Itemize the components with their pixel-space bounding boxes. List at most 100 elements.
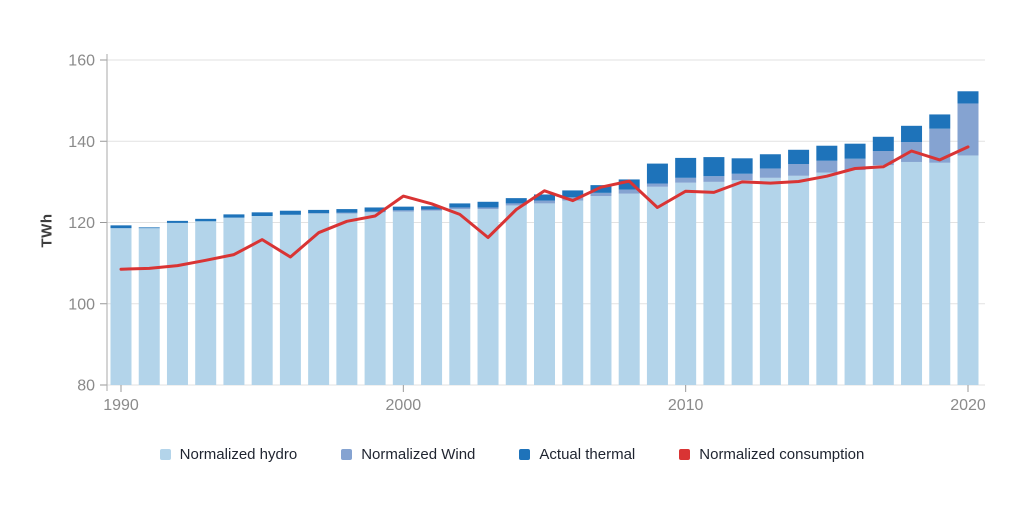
bar-segment-2006 <box>562 190 584 198</box>
bar-segment-2001 <box>421 206 443 210</box>
legend-label: Normalized hydro <box>179 446 298 463</box>
legend-item-actual-thermal[interactable]: Actual thermal <box>519 446 635 463</box>
bar-segment-2007 <box>590 185 612 193</box>
bar-segment-2015 <box>816 145 838 161</box>
bar-segment-1991 <box>138 228 160 385</box>
bar-segment-2015 <box>816 160 838 173</box>
consumption-swatch-icon <box>679 449 691 460</box>
y-axis-title: TWh <box>38 213 56 248</box>
legend-item-normalized-consumption[interactable]: Normalized consumption <box>679 446 864 463</box>
bar-segment-2011 <box>703 157 725 177</box>
y-tick-label: 140 <box>68 134 95 151</box>
hydro-swatch-icon <box>159 449 171 460</box>
bar-segment-2000 <box>392 211 414 385</box>
bar-segment-2003 <box>477 201 499 208</box>
x-tick-label: 2010 <box>668 397 704 414</box>
bar-segment-2006 <box>562 200 584 385</box>
bar-segment-2016 <box>844 143 866 159</box>
bar-segment-1996 <box>279 214 301 385</box>
legend-item-normalized-wind[interactable]: Normalized Wind <box>341 446 475 463</box>
legend-label: Normalized consumption <box>699 446 865 463</box>
bar-segment-2000 <box>392 210 414 212</box>
bar-segment-1991 <box>138 227 160 229</box>
bar-segment-2001 <box>421 210 443 385</box>
bar-segment-2002 <box>449 203 471 208</box>
bar-segment-2002 <box>449 207 471 210</box>
bar-segment-2018 <box>901 161 923 385</box>
y-tick-label: 100 <box>68 296 95 313</box>
bar-segment-2017 <box>872 165 894 385</box>
bar-segment-2005 <box>534 200 555 204</box>
bar-segment-2005 <box>534 194 555 201</box>
bar-segment-1990 <box>110 225 132 229</box>
bar-segment-2007 <box>590 192 612 197</box>
bar-segment-1998 <box>336 212 358 214</box>
legend-label: Actual thermal <box>539 446 636 463</box>
bar-segment-2012 <box>731 158 753 174</box>
bar-segment-2013 <box>759 168 781 178</box>
bar-segment-1997 <box>308 213 330 385</box>
bar-segment-2012 <box>731 180 753 385</box>
x-tick-label: 2020 <box>950 397 986 414</box>
bar-segment-2009 <box>646 183 668 187</box>
bar-segment-1995 <box>251 216 273 385</box>
bar-segment-2002 <box>449 209 471 385</box>
legend-label: Normalized Wind <box>361 446 476 463</box>
bar-segment-2017 <box>872 151 894 166</box>
bar-segment-2009 <box>646 163 668 184</box>
bar-segment-2004 <box>505 205 527 385</box>
bar-segment-1995 <box>251 212 273 216</box>
bar-segment-2014 <box>788 149 810 164</box>
bar-segment-2010 <box>675 157 697 178</box>
bar-segment-2013 <box>759 177 781 385</box>
bar-segment-2005 <box>534 203 555 385</box>
y-tick-label: 160 <box>68 53 95 70</box>
bar-segment-2020 <box>957 155 979 385</box>
bar-segment-1998 <box>336 209 358 213</box>
x-tick-label: 1990 <box>103 397 139 414</box>
bar-segment-2017 <box>872 136 894 151</box>
bar-segment-2004 <box>505 203 527 206</box>
bar-segment-2014 <box>788 164 810 176</box>
bar-segment-1994 <box>223 214 245 218</box>
legend-item-normalized-hydro[interactable]: Normalized hydro <box>159 446 298 463</box>
bar-segment-1993 <box>195 218 217 222</box>
bar-segment-2016 <box>844 158 866 171</box>
bar-segment-2016 <box>844 170 866 385</box>
bar-segment-2008 <box>618 179 640 190</box>
bar-segment-2001 <box>421 209 443 211</box>
bar-segment-2020 <box>957 91 979 104</box>
bar-segment-2019 <box>929 162 951 385</box>
bar-segment-1999 <box>364 207 386 212</box>
bar-segment-1999 <box>364 211 386 213</box>
consumption-line <box>119 145 970 271</box>
bar-segment-2003 <box>477 207 499 210</box>
y-tick-label: 120 <box>68 215 95 232</box>
bar-segment-2013 <box>759 154 781 169</box>
bar-segment-2019 <box>929 128 951 163</box>
wind-swatch-icon <box>341 449 353 460</box>
bar-segment-2011 <box>703 176 725 182</box>
bar-segment-2012 <box>731 173 753 181</box>
bar-segment-1992 <box>166 222 188 385</box>
chart-legend: Normalized hydro Normalized Wind Actual … <box>0 446 1024 463</box>
bar-segment-2003 <box>477 209 499 385</box>
y-tick-label: 80 <box>77 378 95 395</box>
bar-segment-2015 <box>816 172 838 385</box>
bar-segment-2007 <box>590 196 612 385</box>
bar-segment-2020 <box>957 103 979 156</box>
bar-segment-2010 <box>675 182 697 385</box>
bar-segment-2014 <box>788 175 810 385</box>
thermal-swatch-icon <box>519 449 531 460</box>
bar-segment-2018 <box>901 125 923 143</box>
bar-segment-1992 <box>166 220 188 223</box>
bar-segment-2011 <box>703 181 725 385</box>
bar-segment-2008 <box>618 193 640 385</box>
bar-segment-2009 <box>646 186 668 385</box>
bar-segment-1997 <box>308 213 330 214</box>
bar-segment-2000 <box>392 206 414 211</box>
bar-segment-2019 <box>929 114 951 129</box>
bar-segment-2010 <box>675 177 697 183</box>
